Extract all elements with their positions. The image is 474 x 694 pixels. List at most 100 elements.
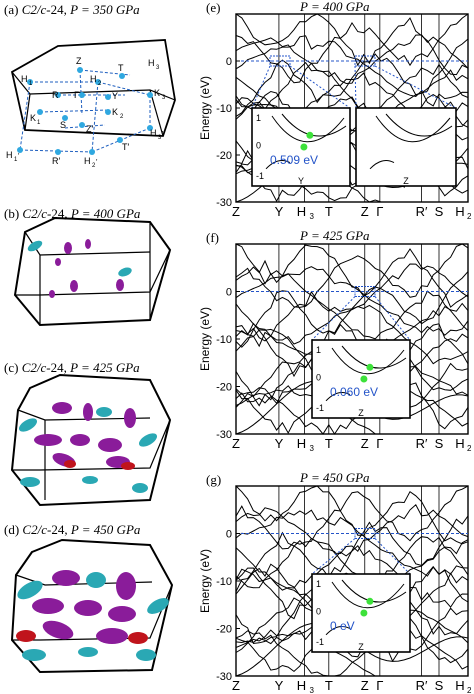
inset-x-label: Y [298, 176, 304, 186]
y-tick-label: -10 [216, 103, 232, 115]
svg-text:R: R [52, 90, 59, 100]
kpath-label: H [455, 204, 464, 219]
band-line [235, 266, 469, 336]
svg-text:T′: T′ [122, 142, 129, 152]
panel-title: P = 425 GPa [299, 228, 370, 243]
svg-text:Y: Y [112, 91, 118, 101]
inset-band [265, 160, 291, 170]
kpath-label: Z [232, 436, 240, 451]
inset-e-0: 1 0 -1 Y 0.509 eV [251, 55, 351, 187]
svg-text:3: 3 [162, 95, 166, 101]
inset-g-0: 1 0 -1 Z0 eV [311, 528, 411, 653]
zoom-marker [354, 55, 376, 67]
svg-text:Z′: Z′ [86, 124, 93, 134]
panel-tag: (e) [206, 0, 220, 15]
y-tick-label: -30 [216, 429, 232, 441]
kpath-label: S [435, 204, 444, 219]
zoom-marker [354, 286, 376, 297]
zoom-leader [354, 65, 357, 109]
band-line [235, 34, 469, 85]
panel-tag: (f) [206, 230, 219, 245]
svg-text:1: 1 [37, 120, 41, 126]
inset-y-tick: 1 [256, 113, 261, 123]
inset-y-tick: 0 [316, 372, 321, 382]
svg-text:3: 3 [158, 135, 162, 141]
svg-text:3: 3 [156, 65, 160, 71]
kpath-labels: Z Y H 3 T Z Γ R′ S H 2 [232, 678, 472, 694]
gap-point-lower [360, 375, 368, 383]
gap-point-upper [366, 597, 374, 605]
fermi-pockets-c [18, 402, 158, 493]
band-line [235, 600, 469, 664]
kpath-label-sub: 2 [467, 444, 472, 453]
band-line [235, 385, 469, 435]
kpath-label: Y [275, 678, 284, 693]
panel-title: P = 450 GPa [299, 470, 370, 485]
kpath-label: T [325, 204, 333, 219]
y-axis-label: Energy (eV) [198, 549, 212, 613]
inset-y-tick: -1 [316, 403, 324, 413]
panel-c-title: (c) C2/c-24, P = 425 GPa [4, 360, 140, 375]
y-tick-label: -20 [216, 382, 232, 394]
y-tick-label: 0 [226, 287, 232, 299]
svg-text:1: 1 [14, 157, 18, 163]
band-line [235, 303, 469, 365]
kpath-label: T [325, 436, 333, 451]
kpath-label: Γ [376, 204, 383, 219]
band-line [235, 61, 469, 115]
y-tick-label: 0 [226, 529, 232, 541]
zoom-leader [374, 538, 411, 575]
kpath-label-sub: 2 [467, 686, 472, 694]
inset-band [331, 347, 405, 375]
inset-y-tick: 0 [256, 140, 261, 150]
band-line [235, 485, 469, 550]
inset-e-1: Z [354, 55, 457, 187]
gap-point-upper [306, 131, 314, 139]
kpath-label: S [435, 678, 444, 693]
kpath-label: Γ [376, 678, 383, 693]
svg-text:S: S [60, 120, 66, 130]
kpath-label: Z [361, 436, 369, 451]
band-line [235, 290, 469, 348]
kpath-label: Z [361, 678, 369, 693]
inset-x-label: Z [358, 408, 364, 418]
zoom-leader [311, 538, 356, 575]
y-tick-label: -30 [216, 671, 232, 683]
y-tick-label: -30 [216, 197, 232, 209]
zoom-leader [374, 296, 411, 341]
svg-text:H: H [21, 74, 28, 84]
panel-b-title: (b) C2/c-24, P = 400 GPa [4, 206, 141, 221]
svg-text:T: T [118, 63, 124, 73]
gap-value: 0 eV [330, 619, 355, 633]
svg-text:2: 2 [92, 163, 96, 169]
panel-a-title: (a) C2/c-24, P = 350 GPa [4, 2, 140, 17]
band-line [235, 38, 469, 117]
band-line [235, 13, 469, 76]
inset-y-tick: -1 [256, 171, 264, 181]
fermi-box-c [10, 373, 172, 507]
svg-text:Γ: Γ [74, 90, 79, 100]
inset-band [271, 115, 345, 143]
band-line [235, 13, 469, 84]
kpath-label: Z [361, 204, 369, 219]
kpath-label: H [297, 678, 306, 693]
svg-text:H: H [90, 74, 97, 84]
kpath-label: S [435, 436, 444, 451]
zoom-marker [354, 528, 376, 539]
panel-tag: (g) [206, 472, 221, 487]
fermi-box-b [13, 216, 172, 327]
svg-text:K: K [30, 113, 36, 123]
svg-text:′: ′ [162, 131, 164, 138]
kpath-label: H [455, 678, 464, 693]
svg-text:1: 1 [29, 81, 33, 87]
zoom-marker [269, 55, 291, 67]
band-line [235, 243, 469, 308]
inset-x-label: Z [403, 176, 409, 186]
inset-y-tick: 0 [316, 606, 321, 616]
kpath-label: Γ [376, 436, 383, 451]
gap-point-lower [360, 609, 368, 617]
